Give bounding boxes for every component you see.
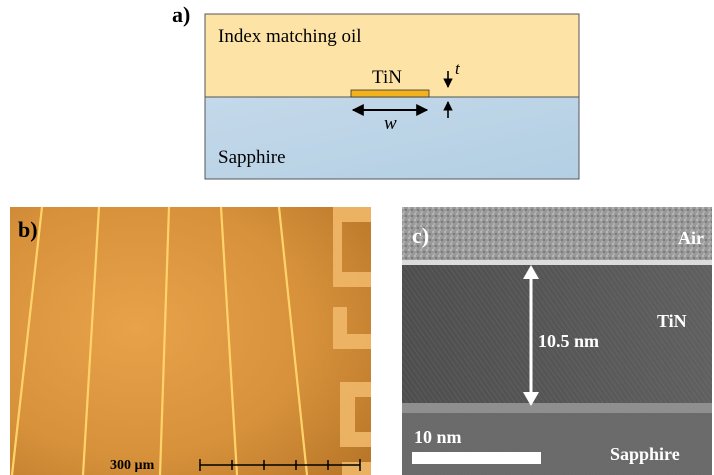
thickness-symbol: t (455, 59, 461, 78)
air-label: Air (678, 228, 704, 248)
panel-a-label: a) (172, 2, 191, 27)
panel-c-tem: c) Air TiN 10.5 nm 10 nm Sapphire (402, 207, 712, 475)
tin-line (219, 207, 239, 475)
scale-bar (199, 459, 361, 471)
tin-line (277, 207, 309, 475)
width-symbol: w (384, 113, 397, 134)
scale-bar (412, 452, 541, 464)
interface-bottom (402, 403, 712, 413)
tin-label: TiN (372, 67, 402, 88)
tin-lines (10, 207, 309, 475)
contact-pads (333, 207, 371, 475)
oil-layer (204, 13, 580, 98)
oil-label: Index matching oil (218, 26, 362, 47)
panel-c-label: c) (412, 223, 429, 248)
sapphire-label: Sapphire (218, 147, 286, 168)
tin-line (81, 207, 101, 475)
tin-line (158, 207, 171, 475)
tin-line (10, 207, 44, 475)
thickness-label: 10.5 nm (538, 331, 599, 351)
panel-b-micrograph: 300 µm b) (10, 207, 371, 475)
tin-strip (350, 89, 430, 98)
sapphire-label: Sapphire (610, 444, 680, 464)
scale-bar-label: 10 nm (414, 427, 462, 447)
panel-a-schematic: Index matching oil TiN w t Sapphire (204, 13, 580, 180)
panel-b-label: b) (18, 217, 38, 242)
thickness-arrow (523, 265, 539, 406)
scale-bar-label: 300 µm (110, 458, 155, 473)
interface-top (402, 260, 712, 265)
tin-label: TiN (657, 311, 687, 331)
